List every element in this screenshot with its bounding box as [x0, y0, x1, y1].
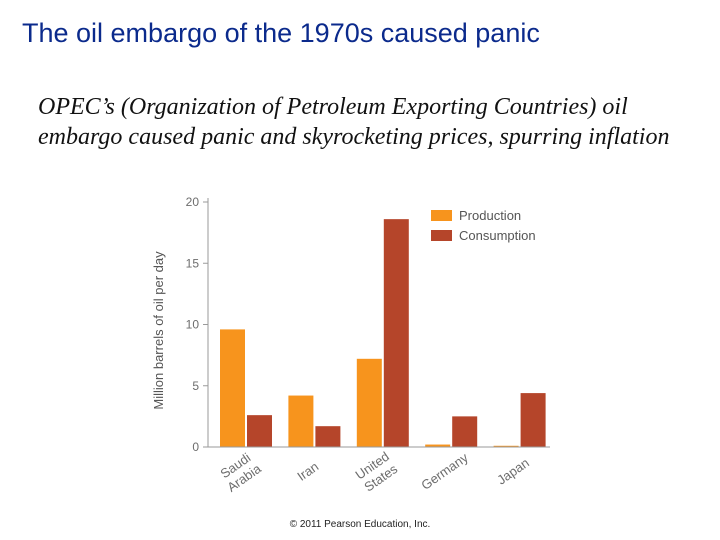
bar-consumption-3	[452, 416, 478, 447]
legend-swatch-production	[431, 210, 452, 221]
legend-label-production: Production	[459, 208, 521, 223]
category-label-4: Japan	[494, 455, 532, 488]
category-label-line: Japan	[494, 455, 532, 488]
oil-chart: 0 5 10 15 20 Million barrels of oil per day Sa…	[140, 190, 560, 510]
bar-production-2	[356, 358, 382, 447]
slide-title: The oil embargo of the 1970s caused pani…	[22, 18, 540, 48]
category-label-line: Germany	[418, 450, 471, 493]
y-tick-label: 15	[186, 256, 200, 270]
y-tick-label: 0	[192, 440, 199, 454]
bar-consumption-2	[383, 219, 409, 447]
copyright-notice: © 2011 Pearson Education, Inc.	[289, 519, 431, 530]
y-axis-title: Million barrels of oil per day	[151, 251, 166, 410]
bar-production-3	[425, 444, 451, 447]
bar-production-1	[288, 395, 314, 447]
y-tick-label: 10	[186, 318, 200, 332]
category-label-1: Iran	[294, 459, 321, 484]
body-text: OPEC’s (Organization of Petroleum Export…	[38, 94, 670, 150]
category-label-0: SaudiArabia	[216, 448, 265, 495]
bar-production-4	[493, 445, 519, 447]
category-label-3: Germany	[418, 450, 471, 493]
category-label-line: Iran	[294, 459, 321, 484]
bar-consumption-1	[315, 426, 341, 447]
bar-production-0	[220, 329, 245, 447]
legend-swatch-consumption	[431, 230, 452, 241]
oil-chart-svg: 0 5 10 15 20 Million barrels of oil per day Sa…	[151, 195, 550, 495]
y-tick-label: 20	[186, 195, 200, 209]
y-tick-label: 5	[192, 379, 199, 393]
bar-consumption-0	[247, 415, 272, 447]
legend-label-consumption: Consumption	[459, 228, 536, 243]
bar-consumption-4	[520, 393, 546, 447]
category-label-2: UnitedStates	[353, 449, 401, 495]
